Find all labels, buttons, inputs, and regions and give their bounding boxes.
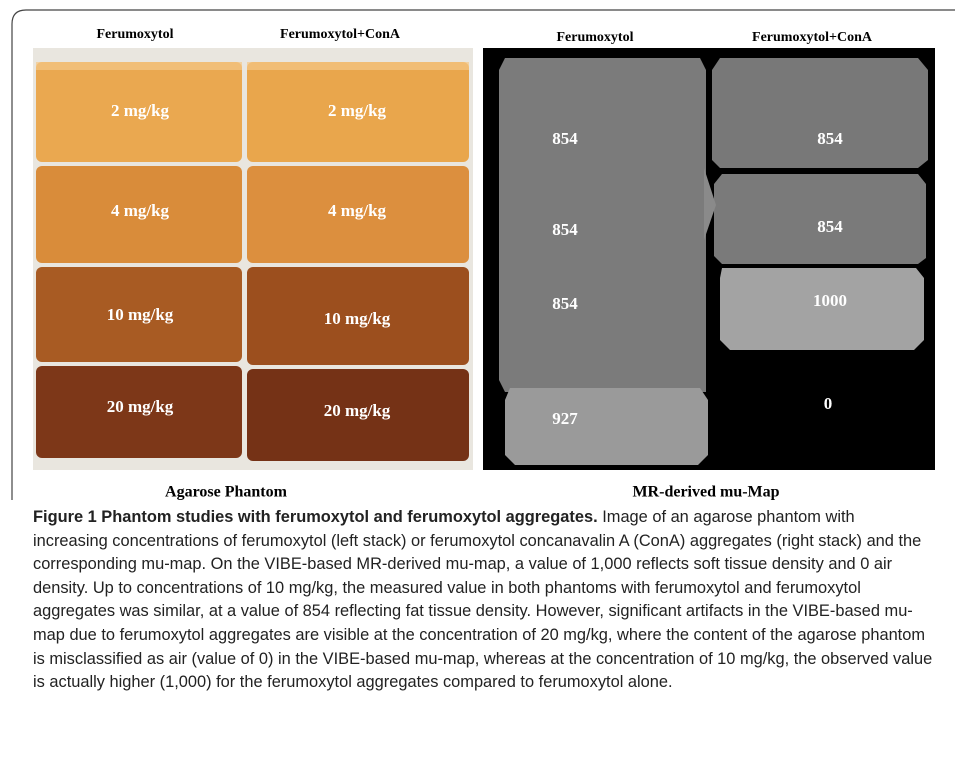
dose-label: 10 mg/kg [107, 305, 174, 324]
dose-label: 20 mg/kg [107, 397, 174, 416]
mu-value: 854 [552, 294, 578, 313]
column-header: Ferumoxytol+ConA [752, 30, 873, 45]
column-header: Ferumoxytol+ConA [280, 27, 401, 42]
caption-text: Image of an agarose phantom with increas… [33, 508, 933, 692]
mu-value: 927 [552, 409, 578, 428]
figure-panels: 2 mg/kg 2 mg/kg 4 mg/kg 4 mg/kg 10 mg/kg… [11, 9, 955, 500]
dose-label: 4 mg/kg [111, 201, 170, 220]
caption-title: Figure 1 Phantom studies with ferumoxyto… [33, 508, 598, 526]
mu-value: 1000 [813, 291, 847, 310]
mu-labels: 854 854 854 854 854 1000 927 0 [552, 129, 847, 428]
dose-label: 20 mg/kg [324, 401, 391, 420]
dose-label: 2 mg/kg [111, 101, 170, 120]
dose-label: 10 mg/kg [324, 309, 391, 328]
photo-labels: 2 mg/kg 2 mg/kg 4 mg/kg 4 mg/kg 10 mg/kg… [107, 101, 391, 420]
mu-value: 854 [552, 220, 578, 239]
mu-value: 854 [817, 217, 843, 236]
mu-map-regions [499, 58, 928, 465]
phantom-boxes [36, 62, 469, 461]
mu-value: 854 [552, 129, 578, 148]
dose-label: 2 mg/kg [328, 101, 387, 120]
dose-label: 4 mg/kg [328, 201, 387, 220]
panel-caption: MR-derived mu-Map [632, 484, 779, 500]
panel-caption: Agarose Phantom [165, 484, 288, 500]
column-header: Ferumoxytol [97, 27, 174, 42]
mu-value: 0 [824, 394, 833, 413]
column-header: Ferumoxytol [557, 30, 634, 45]
mu-value: 854 [817, 129, 843, 148]
figure-caption: Figure 1 Phantom studies with ferumoxyto… [33, 506, 933, 695]
frame [11, 9, 955, 500]
